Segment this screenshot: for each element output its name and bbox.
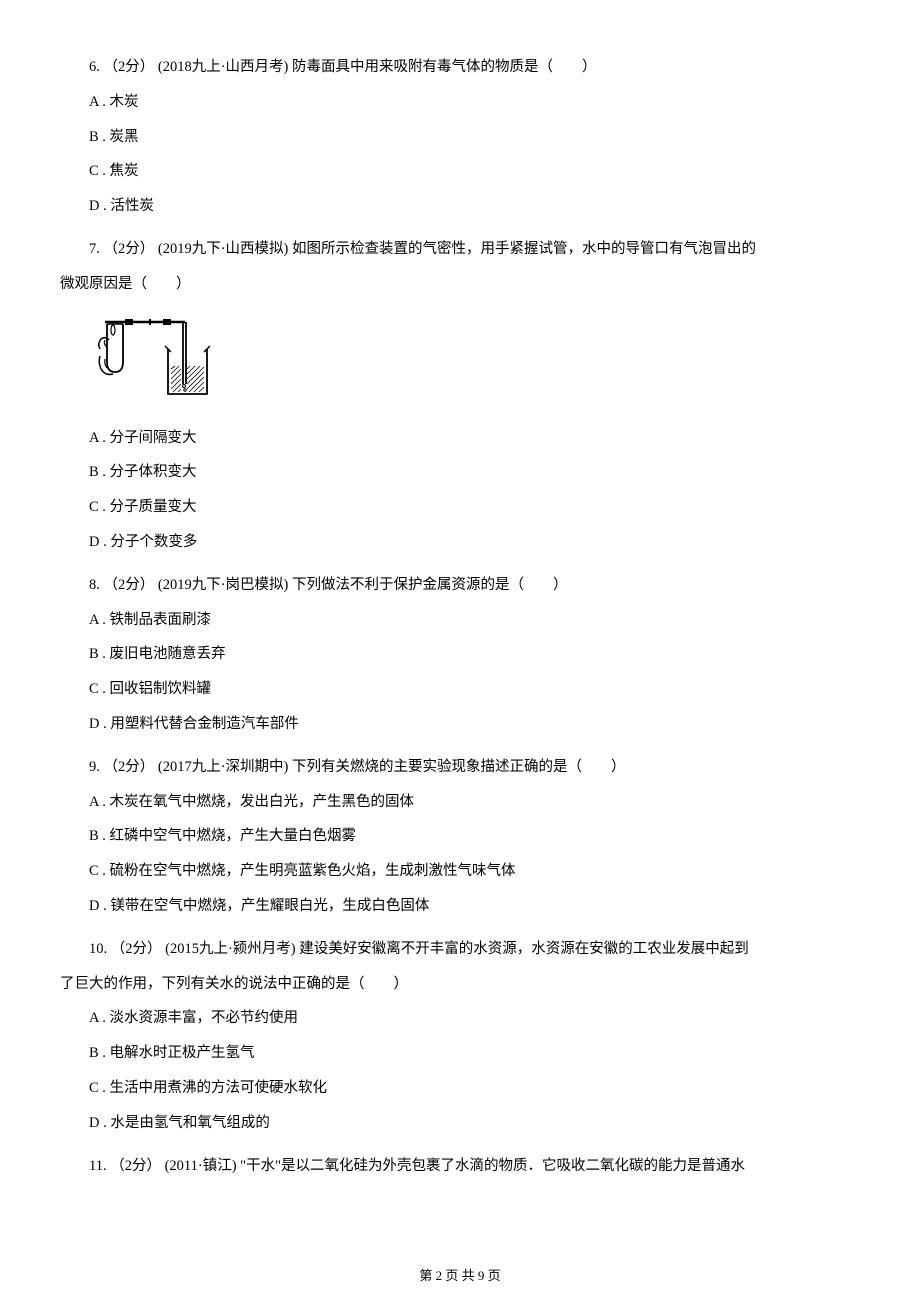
stem-line2: 了巨大的作用，下列有关水的说法中正确的是（ ） bbox=[60, 967, 860, 1002]
apparatus-diagram bbox=[95, 314, 225, 409]
question-8: 8. （2分） (2019九下·岗巴模拟) 下列做法不利于保护金属资源的是（ ）… bbox=[60, 568, 860, 742]
option-c: C . 分子质量变大 bbox=[60, 490, 860, 525]
option-d: D . 水是由氢气和氧气组成的 bbox=[60, 1106, 860, 1141]
option-b: B . 红磷中空气中燃烧，产生大量白色烟雾 bbox=[60, 819, 860, 854]
option-a: A . 铁制品表面刷漆 bbox=[60, 603, 860, 638]
option-c: C . 生活中用煮沸的方法可使硬水软化 bbox=[60, 1071, 860, 1106]
option-a: A . 分子间隔变大 bbox=[60, 421, 860, 456]
stem: 6. （2分） (2018九上·山西月考) 防毒面具中用来吸附有毒气体的物质是（… bbox=[60, 50, 860, 85]
option-d: D . 用塑料代替合金制造汽车部件 bbox=[60, 707, 860, 742]
question-7: 7. （2分） (2019九下·山西模拟) 如图所示检查装置的气密性，用手紧握试… bbox=[60, 232, 860, 560]
option-a: A . 木炭在氧气中燃烧，发出白光，产生黑色的固体 bbox=[60, 785, 860, 820]
stem: 9. （2分） (2017九上·深圳期中) 下列有关燃烧的主要实验现象描述正确的… bbox=[60, 750, 860, 785]
option-b: B . 电解水时正极产生氢气 bbox=[60, 1036, 860, 1071]
option-d: D . 镁带在空气中燃烧，产生耀眼白光，生成白色固体 bbox=[60, 889, 860, 924]
stem-line1: 7. （2分） (2019九下·山西模拟) 如图所示检查装置的气密性，用手紧握试… bbox=[60, 232, 860, 267]
question-6: 6. （2分） (2018九上·山西月考) 防毒面具中用来吸附有毒气体的物质是（… bbox=[60, 50, 860, 224]
question-10: 10. （2分） (2015九上·颍州月考) 建设美好安徽离不开丰富的水资源，水… bbox=[60, 932, 860, 1141]
question-11: 11. （2分） (2011·镇江) "干水"是以二氧化硅为外壳包裹了水滴的物质… bbox=[60, 1149, 860, 1184]
page-footer: 第 2 页 共 9 页 bbox=[0, 1265, 920, 1284]
option-d: D . 活性炭 bbox=[60, 189, 860, 224]
option-b: B . 炭黑 bbox=[60, 120, 860, 155]
stem-line1: 10. （2分） (2015九上·颍州月考) 建设美好安徽离不开丰富的水资源，水… bbox=[60, 932, 860, 967]
option-a: A . 淡水资源丰富，不必节约使用 bbox=[60, 1001, 860, 1036]
stem-line2: 微观原因是（ ） bbox=[60, 267, 860, 302]
stem: 11. （2分） (2011·镇江) "干水"是以二氧化硅为外壳包裹了水滴的物质… bbox=[60, 1149, 860, 1184]
option-a: A . 木炭 bbox=[60, 85, 860, 120]
option-d: D . 分子个数变多 bbox=[60, 525, 860, 560]
option-c: C . 焦炭 bbox=[60, 154, 860, 189]
question-9: 9. （2分） (2017九上·深圳期中) 下列有关燃烧的主要实验现象描述正确的… bbox=[60, 750, 860, 924]
option-c: C . 回收铝制饮料罐 bbox=[60, 672, 860, 707]
option-c: C . 硫粉在空气中燃烧，产生明亮蓝紫色火焰，生成刺激性气味气体 bbox=[60, 854, 860, 889]
option-b: B . 分子体积变大 bbox=[60, 455, 860, 490]
option-b: B . 废旧电池随意丢弃 bbox=[60, 637, 860, 672]
stem: 8. （2分） (2019九下·岗巴模拟) 下列做法不利于保护金属资源的是（ ） bbox=[60, 568, 860, 603]
